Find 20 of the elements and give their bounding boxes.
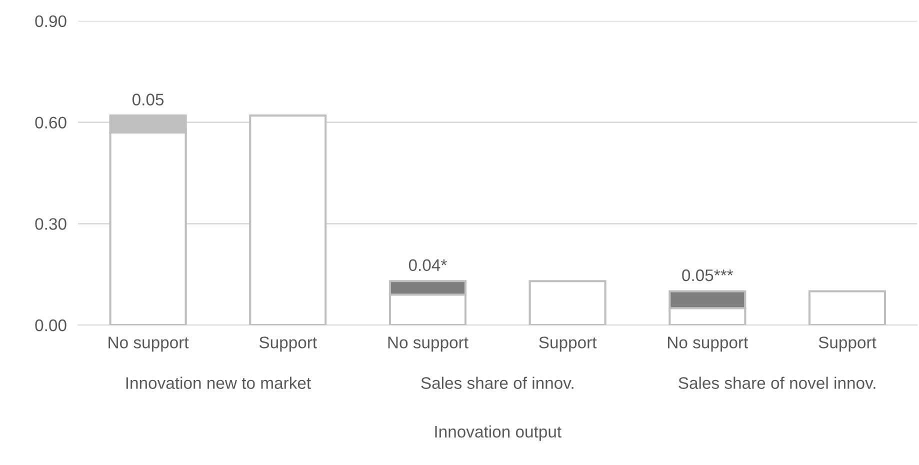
x-tick-label: No support — [388, 336, 468, 352]
text: Sales share of novel innov. — [678, 376, 876, 389]
data-label: 0.05 — [132, 94, 164, 106]
y-tick-label: 0.60 — [35, 116, 66, 128]
bar — [808, 290, 886, 326]
y-tick-label: 0.30 — [35, 218, 66, 230]
x-tick-label: Support — [259, 336, 317, 352]
text: Sales share of innov. — [421, 376, 574, 389]
data-label: 0.05*** — [682, 269, 734, 282]
x-tick-label: Support — [818, 336, 876, 352]
x-axis-title: Innovation output — [435, 425, 562, 441]
bar — [528, 280, 606, 326]
bar — [249, 114, 327, 326]
y-tick-label: 0.90 — [35, 15, 66, 28]
text: Innovation new to market — [126, 376, 311, 389]
x-tick-label: No support — [668, 336, 748, 352]
y-tick-label: 0.00 — [35, 319, 66, 332]
data-label: 0.04* — [408, 259, 447, 272]
x-tick-label: Support — [539, 336, 597, 352]
x-tick-label: No support — [108, 336, 189, 352]
